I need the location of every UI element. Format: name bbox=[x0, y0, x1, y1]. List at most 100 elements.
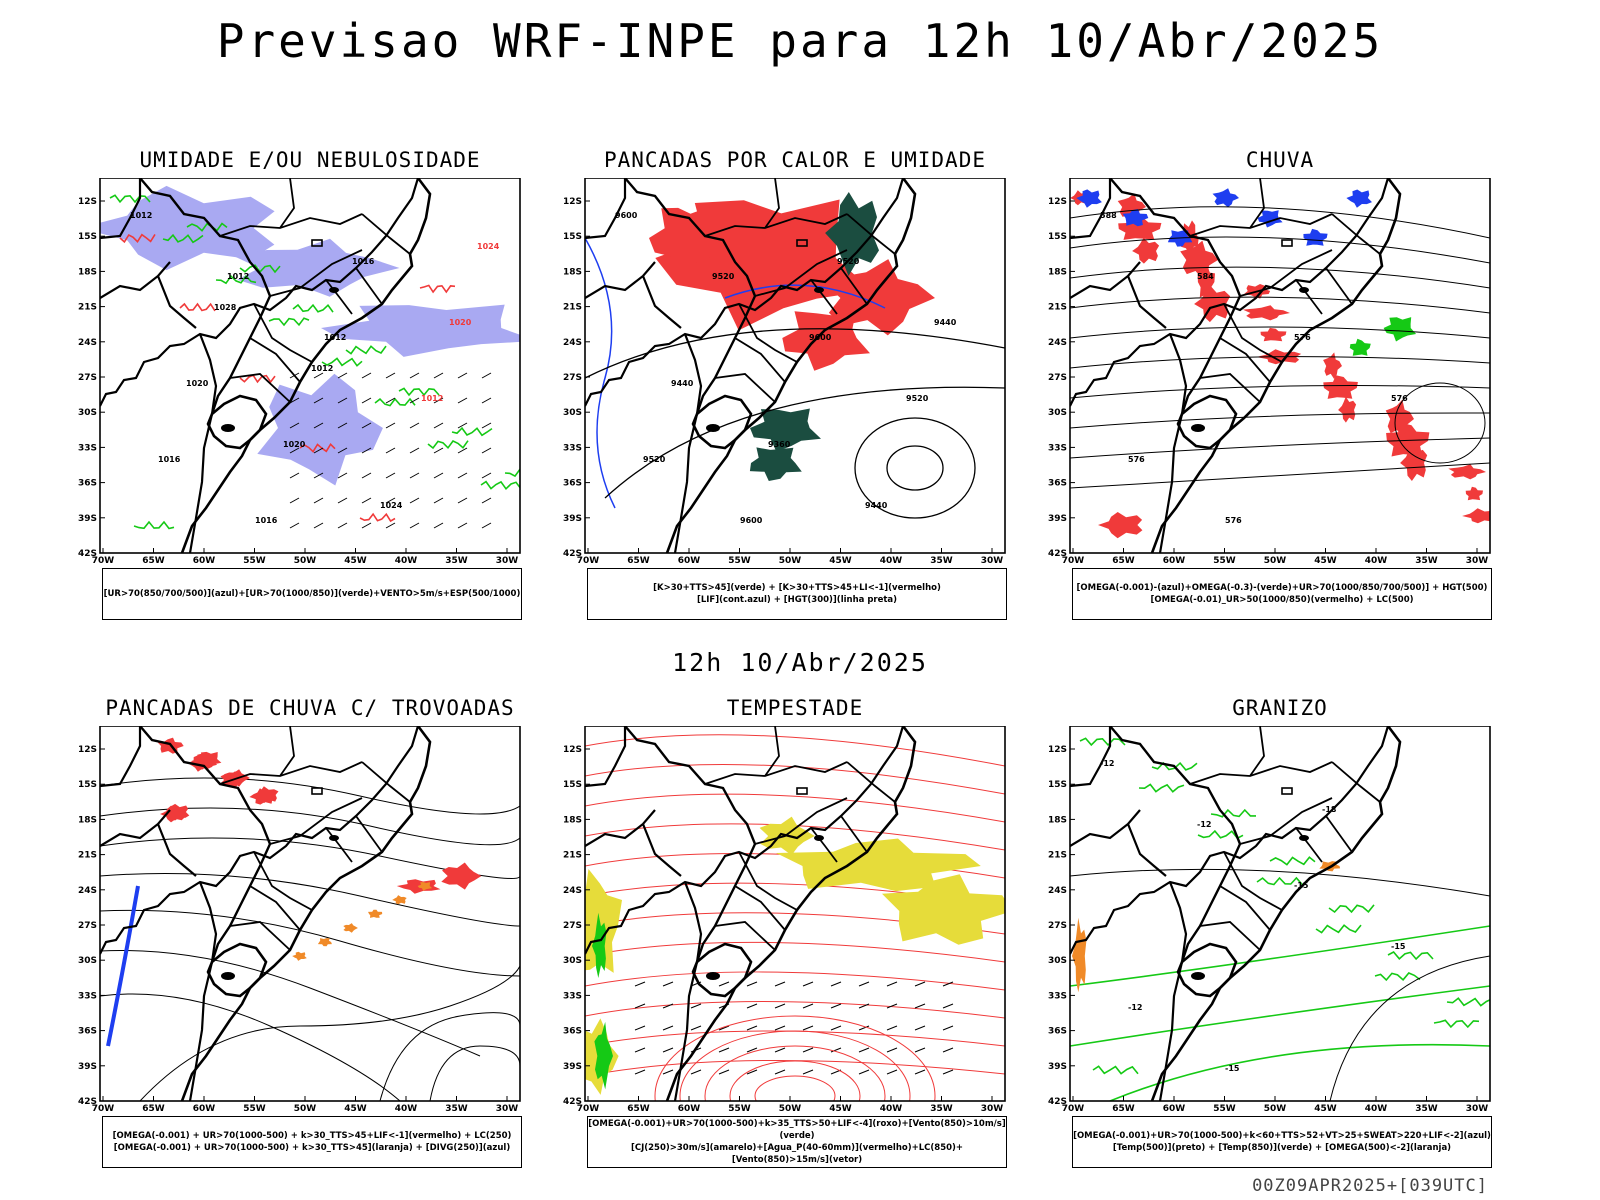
lat-label: 39S bbox=[563, 514, 582, 524]
wind-vector bbox=[886, 1047, 898, 1053]
wind-vector bbox=[481, 497, 492, 504]
wind-vector bbox=[802, 1003, 814, 1009]
panel-umidade: UMIDADE E/OU NEBULOSIDADE 12S 15S 18S 21S 24… bbox=[60, 148, 560, 638]
wind-vector bbox=[457, 497, 468, 504]
lon-label: 70W bbox=[1062, 556, 1085, 566]
wind-vector bbox=[858, 1069, 870, 1075]
lon-label: 60W bbox=[193, 1104, 216, 1114]
temp850-contour bbox=[1315, 924, 1362, 934]
wind-vector bbox=[634, 981, 646, 987]
lat-label: 27S bbox=[78, 373, 97, 383]
lat-label: 21S bbox=[78, 303, 97, 313]
wind-vector bbox=[361, 497, 372, 504]
thickness-contour bbox=[179, 302, 216, 312]
lon-label: 30W bbox=[1466, 556, 1489, 566]
lon-label: 50W bbox=[779, 1104, 802, 1114]
wind-vector bbox=[774, 1047, 786, 1053]
omega-area bbox=[1212, 188, 1239, 208]
wind-vector bbox=[914, 1003, 926, 1009]
contour-label: 1016 bbox=[158, 455, 181, 464]
wind-vector bbox=[385, 447, 396, 454]
panel-legend: [K>30+TTS>45](verde) + [K>30+TTS>45+LI<-… bbox=[587, 568, 1007, 620]
map-field bbox=[1070, 178, 1490, 553]
contour-label: 9520 bbox=[837, 257, 860, 266]
contour-label: 584 bbox=[1197, 272, 1214, 281]
wind-vector bbox=[858, 1025, 870, 1031]
map-field bbox=[100, 726, 520, 1101]
wind-vector bbox=[886, 1025, 898, 1031]
run-timestamp: 00Z09APR2025+[039UTC] bbox=[1252, 1176, 1488, 1196]
wind-vector bbox=[313, 397, 324, 404]
wind-vector bbox=[289, 472, 300, 479]
lat-label: 15S bbox=[1048, 780, 1067, 790]
wind-area bbox=[594, 1021, 613, 1090]
humidity-area bbox=[321, 304, 520, 357]
wind-vector bbox=[690, 1069, 702, 1075]
lat-label: 24S bbox=[563, 886, 582, 896]
panel-title: TEMPESTADE bbox=[726, 696, 864, 720]
lon-label: 35W bbox=[1415, 556, 1438, 566]
panel-trovoadas: PANCADAS DE CHUVA C/ TROVOADAS 12S 15S 18S… bbox=[60, 696, 560, 1186]
contour-label: 9600 bbox=[615, 211, 638, 220]
wind-vector bbox=[457, 397, 468, 404]
wind-vector bbox=[433, 422, 444, 429]
humidity-contour bbox=[374, 397, 416, 407]
wind-vector bbox=[433, 447, 444, 454]
wind-vector bbox=[289, 522, 300, 529]
lon-label: 45W bbox=[1314, 1104, 1337, 1114]
lat-label: 42S bbox=[1048, 1097, 1067, 1107]
legend-line: [OMEGA(-0.001)+UR>70(1000-500)+k>35_TTS>… bbox=[588, 1119, 1006, 1141]
wind-vector bbox=[457, 447, 468, 454]
lat-label: 12S bbox=[563, 745, 582, 755]
omega-area bbox=[1349, 338, 1371, 356]
contour-label: 9520 bbox=[643, 455, 666, 464]
wind-vector bbox=[337, 472, 348, 479]
lon-label: 35W bbox=[445, 556, 468, 566]
rain-area bbox=[1338, 396, 1357, 423]
wind-vector bbox=[385, 497, 396, 504]
contour-label: 1016 bbox=[352, 257, 375, 266]
lon-label: 40W bbox=[1365, 556, 1388, 566]
contour-label: 9520 bbox=[712, 272, 735, 281]
panel-tempestade: TEMPESTADE 12S 15S 18S 21S 24S 27S 30S 33S 36S 39… bbox=[545, 696, 1045, 1186]
thickness-contour bbox=[359, 512, 396, 523]
moisture-area bbox=[750, 408, 821, 452]
wind-vector bbox=[774, 981, 786, 987]
panel-legend: [OMEGA(-0.001)+UR>70(1000-500)+k>35_TTS>… bbox=[587, 1116, 1007, 1168]
lat-label: 12S bbox=[78, 745, 97, 755]
water-contour bbox=[585, 1059, 1005, 1077]
lat-label: 39S bbox=[78, 514, 97, 524]
legend-line: [K>30+TTS>45](verde) + [K>30+TTS>45+LI<-… bbox=[653, 583, 941, 593]
contour-label: 1024 bbox=[477, 242, 500, 251]
map-frame bbox=[99, 726, 521, 1102]
water-contour bbox=[585, 1030, 1005, 1047]
lon-label: 60W bbox=[1163, 1104, 1186, 1114]
wind-vector bbox=[337, 372, 348, 379]
rain-area bbox=[1260, 327, 1287, 342]
lat-label: 33S bbox=[1048, 443, 1067, 453]
contour-label: -15 bbox=[1391, 942, 1406, 951]
lon-label: 40W bbox=[880, 1104, 903, 1114]
wind-vector bbox=[802, 981, 814, 987]
temp850-contour bbox=[1079, 737, 1126, 747]
contour-label: 576 bbox=[1128, 455, 1145, 464]
lon-label: 45W bbox=[344, 1104, 367, 1114]
lon-label: 55W bbox=[728, 556, 751, 566]
streamlines bbox=[100, 777, 520, 1101]
wind-vector bbox=[718, 981, 730, 987]
wind-vector bbox=[481, 422, 492, 429]
lat-label: 36S bbox=[1048, 1027, 1067, 1037]
contour-label: 9520 bbox=[906, 394, 929, 403]
lat-label: 39S bbox=[563, 1062, 582, 1072]
wind-vector bbox=[830, 981, 842, 987]
omega-area bbox=[1167, 230, 1193, 247]
lat-label: 36S bbox=[563, 479, 582, 489]
shower-area bbox=[368, 909, 383, 918]
country-borders bbox=[1070, 178, 1402, 553]
wind-vector bbox=[942, 1069, 954, 1075]
wind-vector bbox=[409, 472, 420, 479]
humidity-contour bbox=[451, 426, 493, 437]
lon-label: 30W bbox=[1466, 1104, 1489, 1114]
lat-label: 30S bbox=[1048, 408, 1067, 418]
panel-pancadas-calor: PANCADAS POR CALOR E UMIDADE 12S 15S 18S 21… bbox=[545, 148, 1045, 638]
